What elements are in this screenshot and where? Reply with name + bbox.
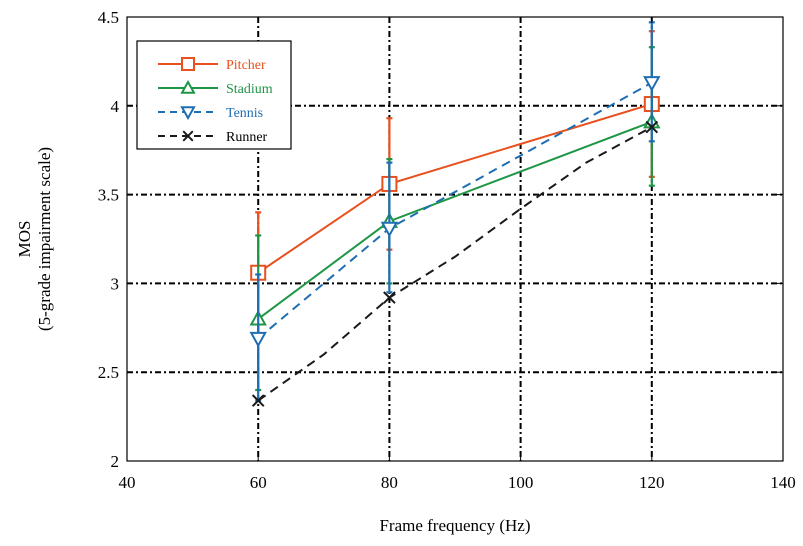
marker-triangle-up [180,79,196,94]
marker-x [251,394,265,407]
marker-x [182,130,194,142]
y-axis-label-sub: (5-grade impairment scale) [35,147,54,331]
x-tick-label: 80 [381,473,398,492]
series-tennis [249,21,661,402]
x-tick-label: 60 [250,473,267,492]
marker-triangle-down [380,221,399,238]
x-tick-label: 140 [770,473,796,492]
legend: Pitcher Stadium Tennis Runner [136,40,292,150]
legend-label: Runner [226,130,268,145]
plot-area-frame [126,16,784,462]
legend-box [136,40,292,150]
legend-item-runner: Runner [158,130,268,145]
y-tick-label: 2 [111,452,120,471]
marker-triangle-down [643,76,661,92]
series-pitcher [250,30,660,335]
y-tick-label: 3.5 [98,186,119,205]
y-tick-label: 2.5 [98,363,119,382]
y-tick-label: 4 [111,97,120,116]
legend-item-pitcher: Pitcher [158,57,266,73]
legend-item-tennis: Tennis [158,106,263,121]
marker-x [383,291,396,304]
series-stadium [249,46,661,392]
y-axis-label: MOS [15,221,34,258]
marker-triangle-down [180,106,196,121]
marker-x [645,120,659,134]
series-layer [249,21,661,407]
series-runner [251,120,659,407]
marker-square [181,57,195,71]
x-axis-label: Frame frequency (Hz) [379,516,530,535]
x-tick-label: 120 [639,473,665,492]
x-tick-label: 40 [119,473,136,492]
x-tick-label: 100 [508,473,534,492]
y-tick-label: 3 [111,274,120,293]
legend-item-stadium: Stadium [158,79,273,97]
series-line [257,103,653,274]
series-line [257,126,653,402]
y-tick-label: 4.5 [98,8,119,27]
legend-label: Pitcher [226,58,266,73]
marker-triangle-down [249,331,267,348]
legend-label: Stadium [226,82,273,97]
axis-ticks: 40 60 80 100 120 140 2 2.5 3 3.5 4 4.5 [98,8,796,492]
legend-label: Tennis [226,106,263,121]
